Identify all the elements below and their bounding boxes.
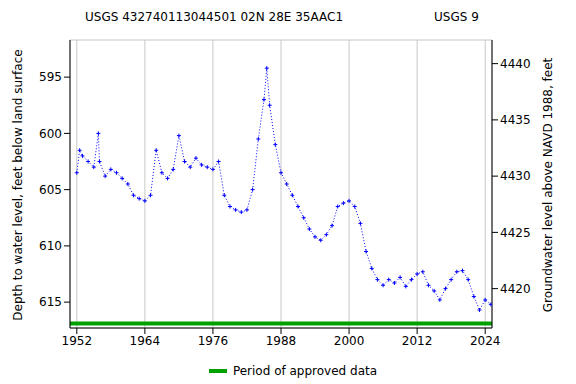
svg-text:1988: 1988 [266, 334, 297, 348]
html-text:Period of approved data: Period of approved data [232, 364, 378, 378]
html-text:Depth to water level, feet bel: Depth to water level, feet below land su… [11, 49, 25, 321]
svg-text:605: 605 [39, 183, 62, 197]
svg-text:4430: 4430 [500, 169, 531, 183]
html-text:Groundwater level above NAVD 1: Groundwater level above NAVD 1988, feet [541, 57, 555, 313]
svg-text:4425: 4425 [500, 226, 531, 240]
svg-text:600: 600 [39, 127, 62, 141]
svg-text:4420: 4420 [500, 282, 531, 296]
svg-text:595: 595 [39, 70, 62, 84]
svg-text:1964: 1964 [130, 334, 161, 348]
svg-text:2012: 2012 [402, 334, 433, 348]
svg-text:1976: 1976 [198, 334, 229, 348]
html-text:USGS 9: USGS 9 [434, 10, 479, 24]
html-text:USGS 432740113044501 02N 28E 3: USGS 432740113044501 02N 28E 35AAC1 [85, 10, 343, 24]
svg-text:2000: 2000 [334, 334, 365, 348]
svg-text:615: 615 [39, 295, 62, 309]
svg-text:4440: 4440 [500, 57, 531, 71]
svg-text:610: 610 [39, 239, 62, 253]
svg-text:1952: 1952 [62, 334, 93, 348]
svg-text:2024: 2024 [470, 334, 501, 348]
svg-text:4435: 4435 [500, 113, 531, 127]
